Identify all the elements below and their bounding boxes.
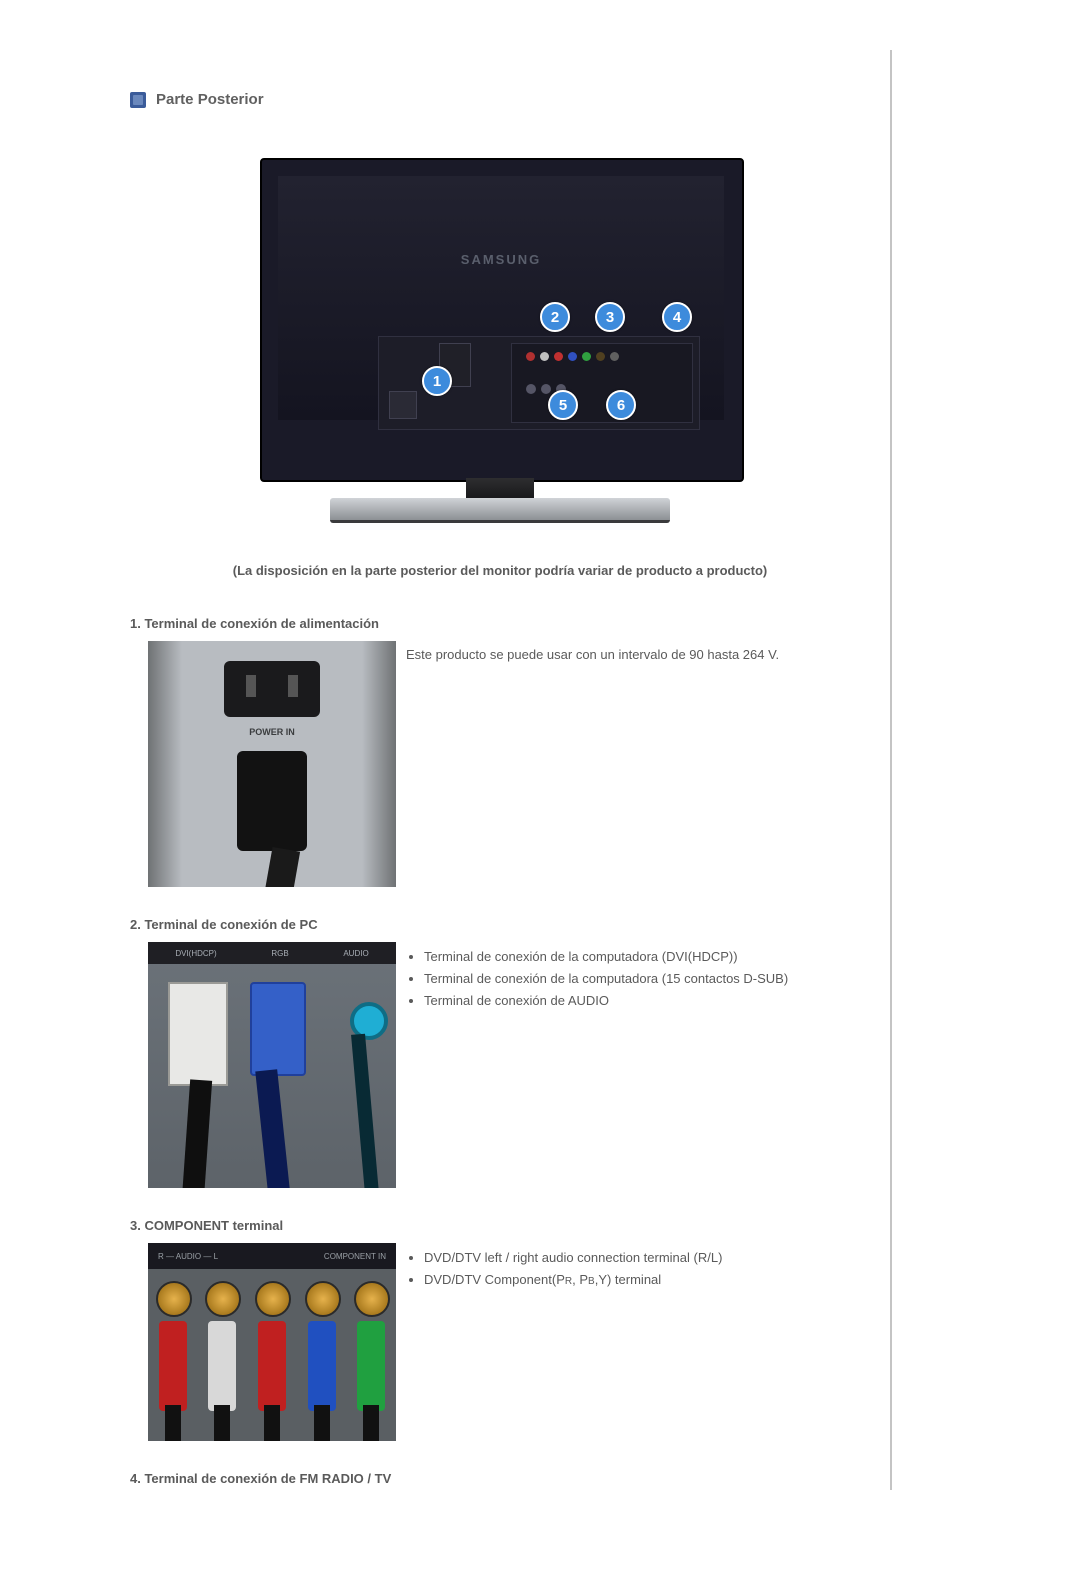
callout-2: 2	[540, 302, 570, 332]
port-dot	[526, 384, 536, 394]
text: DVD/DTV Component(P	[424, 1272, 565, 1287]
item3-thumb: R — AUDIO — L COMPONENT IN	[130, 1243, 396, 1441]
rca-plug-icon	[156, 1281, 190, 1441]
monitor-back-panel: SAMSUNG	[278, 176, 724, 420]
item2-row: DVI(HDCP) RGB AUDIO Terminal de conexión…	[130, 942, 870, 1188]
power-plug-icon	[237, 751, 307, 851]
rgb-connector-icon	[250, 982, 306, 1076]
port-dot	[596, 352, 605, 361]
samsung-logo: SAMSUNG	[461, 252, 541, 267]
pc-top-bar: DVI(HDCP) RGB AUDIO	[148, 942, 396, 964]
item2-thumb: DVI(HDCP) RGB AUDIO	[130, 942, 396, 1188]
port-dot	[582, 352, 591, 361]
item2-bullet: Terminal de conexión de la computadora (…	[424, 948, 870, 966]
item1-heading: 1. Terminal de conexión de alimentación	[130, 616, 870, 631]
item2-bullet: Terminal de conexión de la computadora (…	[424, 970, 870, 988]
item3-bullet: DVD/DTV left / right audio connection te…	[424, 1249, 870, 1267]
monitor-rear-figure: SAMSUNG	[260, 158, 740, 528]
callout-5: 5	[548, 390, 578, 420]
text: ,Y) terminal	[595, 1272, 661, 1287]
rca-plug-icon	[205, 1281, 239, 1441]
rca-plug-icon	[305, 1281, 339, 1441]
shadow-left	[148, 641, 182, 887]
item2-desc: Terminal de conexión de la computadora (…	[406, 942, 870, 1015]
component-in-label: COMPONENT IN	[324, 1252, 386, 1261]
rgb-cable-icon	[255, 1069, 290, 1188]
item1-thumb: POWER IN	[130, 641, 396, 887]
right-border	[890, 50, 892, 1490]
rca-row	[148, 1281, 396, 1441]
component-terminal-figure: R — AUDIO — L COMPONENT IN	[148, 1243, 396, 1441]
audio-cable-icon	[351, 1034, 379, 1188]
port-dot	[526, 352, 535, 361]
port-dot	[554, 352, 563, 361]
rgb-label: RGB	[271, 949, 288, 958]
callout-3: 3	[595, 302, 625, 332]
main-image-wrap: SAMSUNG	[130, 158, 870, 533]
callout-1: 1	[422, 366, 452, 396]
figure-caption: (La disposición en la parte posterior de…	[130, 563, 870, 578]
audio-label: AUDIO	[343, 949, 368, 958]
callout-4: 4	[662, 302, 692, 332]
title-bullet-icon	[130, 92, 146, 108]
item1-desc: Este producto se puede usar con un inter…	[406, 641, 870, 662]
component-top-bar: R — AUDIO — L COMPONENT IN	[148, 1243, 396, 1269]
item3-desc: DVD/DTV left / right audio connection te…	[406, 1243, 870, 1293]
power-socket-icon	[224, 661, 320, 717]
item4-heading: 4. Terminal de conexión de FM RADIO / TV	[130, 1471, 870, 1486]
text: , P	[572, 1272, 588, 1287]
subscript: B	[588, 1276, 595, 1287]
section-title-row: Parte Posterior	[130, 90, 870, 108]
component-port-block	[511, 343, 693, 423]
port-dot	[540, 352, 549, 361]
rca-plug-icon	[354, 1281, 388, 1441]
page: Parte Posterior SAMSUNG	[0, 0, 1080, 1586]
dvi-cable-icon	[182, 1079, 212, 1188]
item2-heading: 2. Terminal de conexión de PC	[130, 917, 870, 932]
item3-heading: 3. COMPONENT terminal	[130, 1218, 870, 1233]
stand-base	[330, 498, 670, 523]
power-port	[389, 391, 417, 419]
port-dot	[568, 352, 577, 361]
section-title: Parte Posterior	[156, 91, 264, 108]
power-terminal-figure: POWER IN	[148, 641, 396, 887]
item2-bullet: Terminal de conexión de AUDIO	[424, 992, 870, 1010]
dvi-connector-icon	[168, 982, 228, 1086]
item1-row: POWER IN Este producto se puede usar con…	[130, 641, 870, 887]
port-dot	[610, 352, 619, 361]
port-dot	[541, 384, 551, 394]
power-label: POWER IN	[249, 727, 295, 737]
shadow-right	[362, 641, 396, 887]
item3-row: R — AUDIO — L COMPONENT IN DVD/DTV left …	[130, 1243, 870, 1441]
item3-bullet: DVD/DTV Component(PR, PB,Y) terminal	[424, 1271, 870, 1289]
callout-6: 6	[606, 390, 636, 420]
pc-terminal-figure: DVI(HDCP) RGB AUDIO	[148, 942, 396, 1188]
power-cable-icon	[264, 847, 300, 887]
audio-rl-label: R — AUDIO — L	[158, 1252, 218, 1261]
rca-plug-icon	[255, 1281, 289, 1441]
dvi-label: DVI(HDCP)	[175, 949, 216, 958]
content: Parte Posterior SAMSUNG	[0, 90, 1080, 1586]
